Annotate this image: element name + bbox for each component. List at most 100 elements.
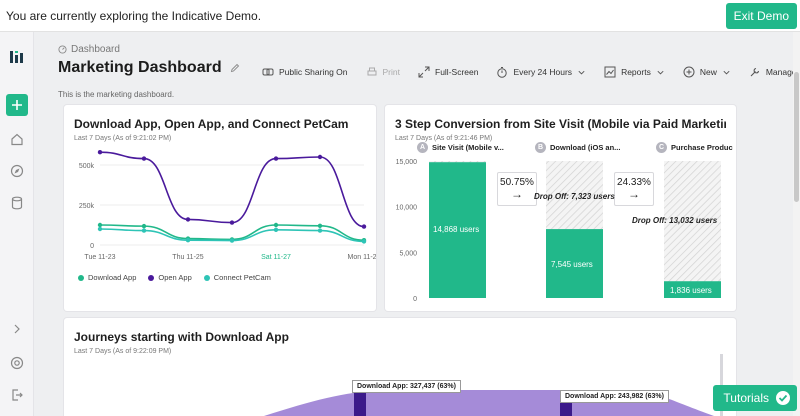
bar-value-a: 14,868 users (433, 225, 480, 234)
expand-icon (418, 66, 430, 78)
data-point (361, 239, 367, 244)
data-point (273, 222, 279, 228)
x-tick-label: Mon 11-29 (348, 254, 376, 261)
share-icon (262, 68, 274, 76)
logo-icon[interactable] (6, 46, 28, 68)
compass-icon[interactable] (6, 160, 28, 182)
arrow-right-icon: → (511, 187, 523, 201)
x-tick-label: Tue 11-23 (84, 254, 115, 261)
chevron-down-icon (723, 70, 730, 74)
journeys-card[interactable]: Journeys starting with Download App Last… (64, 318, 736, 416)
y-tick-label: 0 (90, 243, 94, 250)
funnel-step-c[interactable]: C Purchase Produc (656, 142, 733, 153)
tutorials-button[interactable]: Tutorials (713, 385, 797, 411)
expand-chevron-icon[interactable] (6, 318, 28, 340)
breadcrumb[interactable]: Dashboard (58, 44, 788, 55)
conversion-rate-a-b: 50.75% → (497, 172, 537, 206)
step-label-a: Site Visit (Mobile v... (432, 143, 504, 152)
journey-callout-1: Download App: 327,437 (63%) (352, 380, 461, 393)
full-screen-button[interactable]: Full-Screen (418, 66, 478, 78)
public-sharing-button[interactable]: Public Sharing On (262, 66, 348, 78)
chevron-down-icon (657, 70, 664, 74)
home-icon[interactable] (6, 128, 28, 150)
funnel-chart-card[interactable]: 3 Step Conversion from Site Visit (Mobil… (385, 105, 736, 311)
legend-swatch (78, 274, 84, 281)
line-chart-card[interactable]: Download App, Open App, and Connect PetC… (64, 105, 376, 311)
full-screen-label: Full-Screen (435, 67, 479, 77)
data-point (141, 228, 147, 233)
public-sharing-label: Public Sharing On (279, 67, 348, 77)
journey-callout-2-text: Download App: 243,982 (63%) (565, 393, 664, 400)
data-point (141, 156, 147, 161)
funnel-bar-a (429, 162, 486, 298)
dashboard-icon (58, 45, 67, 54)
data-point (97, 222, 103, 228)
arrow-right-icon: → (628, 187, 640, 201)
legend-item[interactable]: Download App (78, 273, 136, 282)
logout-icon[interactable] (6, 384, 28, 406)
add-icon[interactable] (6, 94, 28, 116)
dashboard-description: This is the marketing dashboard. (58, 90, 175, 99)
wrench-icon (750, 67, 759, 77)
bar-value-b: 7,545 users (551, 260, 593, 269)
data-point (273, 227, 279, 232)
step-badge-b: B (535, 142, 546, 153)
exit-demo-button[interactable]: Exit Demo (725, 3, 797, 29)
y-tick-label: 0 (413, 296, 417, 303)
data-point (317, 223, 323, 228)
journey-callout-1-text: Download App: 327,437 (63%) (357, 383, 456, 390)
check-circle-icon (776, 391, 790, 405)
manage-label: Manage (765, 67, 797, 77)
page-scroll-thumb[interactable] (794, 72, 799, 202)
y-tick-label: 15,000 (396, 159, 418, 166)
dashboard-toolbar: Public Sharing On Print Full-Screen Ever… (262, 64, 800, 80)
data-point (141, 223, 147, 229)
print-button[interactable]: Print (366, 66, 400, 78)
journey-callout-2: Download App: 243,982 (63%) (560, 390, 669, 403)
data-point (97, 226, 103, 232)
funnel-bar-chart[interactable]: 0 5,000 10,000 15,000 (385, 105, 736, 311)
data-point (229, 238, 235, 243)
data-point (317, 228, 323, 233)
legend-swatch (148, 274, 155, 281)
funnel-chart-subtitle: Last 7 Days (As of 9:21:46 PM) (395, 135, 493, 142)
data-point (229, 220, 235, 225)
step-badge-c: C (656, 142, 667, 153)
funnel-bar-background (664, 161, 721, 298)
legend-label: Connect PetCam (213, 273, 271, 282)
dropoff-label-b: Drop Off: 7,323 users (534, 192, 615, 201)
new-label: New (699, 67, 717, 77)
line-chart-title: Download App, Open App, and Connect PetC… (74, 117, 349, 131)
print-label: Print (382, 67, 400, 77)
help-icon[interactable] (6, 352, 28, 374)
data-point (97, 150, 103, 155)
journey-node-2[interactable] (560, 401, 572, 416)
new-dropdown[interactable]: New (683, 66, 731, 78)
page-title: Marketing Dashboard (58, 59, 222, 76)
step-label-c: Purchase Produc (671, 143, 733, 152)
chevron-down-icon (578, 70, 585, 74)
data-point (361, 224, 367, 229)
x-tick-label: Sat 11-27 (261, 254, 291, 261)
y-tick-label: 250k (79, 203, 95, 210)
conversion-rate-a-b-value: 50.75% (500, 177, 534, 188)
refresh-schedule-dropdown[interactable]: Every 24 Hours (496, 66, 586, 78)
plus-circle-icon (683, 66, 695, 78)
journey-node-1[interactable] (354, 392, 366, 416)
reports-dropdown[interactable]: Reports (604, 66, 665, 78)
legend-item[interactable]: Connect PetCam (203, 273, 271, 282)
edit-pencil-icon[interactable] (230, 63, 240, 73)
funnel-step-a[interactable]: A Site Visit (Mobile v... (417, 142, 504, 153)
page-scrollbar[interactable] (793, 32, 800, 416)
dashboard-header: Dashboard Marketing Dashboard (58, 44, 788, 76)
manage-dropdown[interactable]: Manage (749, 66, 800, 78)
line-chart-subtitle: Last 7 Days (As of 9:21:02 PM) (74, 135, 172, 142)
y-tick-label: 500k (79, 163, 95, 170)
funnel-step-b[interactable]: B Download (iOS an... (535, 142, 620, 153)
journeys-title: Journeys starting with Download App (74, 330, 289, 344)
database-icon[interactable] (6, 192, 28, 214)
y-tick-label: 10,000 (396, 205, 418, 212)
line-chart[interactable]: 0 250k 500k Tue 11-23 Thu 11-25 Sat 11-27 Mon … (64, 141, 376, 301)
legend-item[interactable]: Open App (148, 273, 192, 282)
sidebar (0, 32, 34, 416)
